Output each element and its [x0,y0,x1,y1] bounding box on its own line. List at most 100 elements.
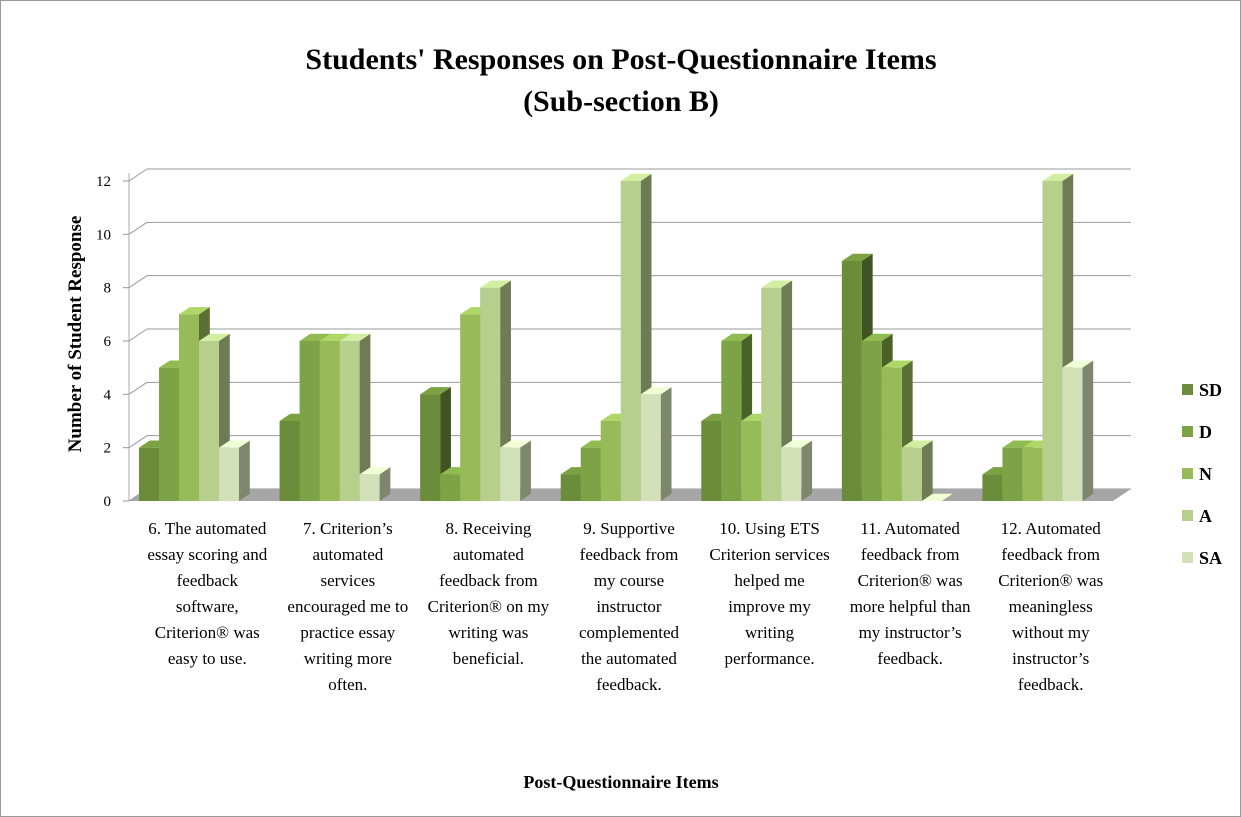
bar [620,181,641,501]
bar [1022,447,1043,501]
legend-label: N [1199,464,1212,484]
bar-side [801,440,813,501]
bar [359,474,380,501]
legend-swatch [1182,426,1193,437]
bar [279,421,300,501]
bar [299,341,320,501]
bar-top [881,360,913,368]
y-tick-label: 12 [96,174,111,190]
bar-top [359,467,391,475]
bar [701,421,722,501]
legend-swatch [1182,552,1193,563]
bar [761,287,782,501]
bar [600,421,621,501]
bar [640,394,661,501]
bar [219,447,239,501]
bar [440,474,461,501]
bar-top [179,307,210,315]
x-tick-label: 9. Supportive feedback from my course in… [578,519,680,694]
chart-subtitle: (Sub-section B) [523,85,719,118]
grid-wall-line [128,435,148,449]
y-tick-label: 8 [104,281,112,297]
y-axis-label: Number of Student Response [65,216,86,453]
x-tick-label: 7. Criterion’s automated services encour… [287,519,409,694]
bar-top [199,333,230,341]
bar [721,341,742,501]
bar-side [379,467,391,501]
legend-swatch [1182,468,1193,479]
bar [781,447,802,501]
bar-top [781,440,813,448]
legend-swatch [1182,384,1193,395]
bar-top [1002,440,1034,448]
bar [339,341,360,501]
bar [580,447,601,501]
bar [159,367,179,501]
bar-top [420,387,451,395]
y-tick-label: 10 [96,227,111,243]
legend-label: SD [1199,380,1222,400]
bar-side [520,440,531,501]
x-axis-label: Post-Questionnaire Items [523,772,718,792]
legend-swatch [1182,510,1193,521]
x-tick-label: 12. Automated feedback from Criterion® w… [998,519,1104,694]
bar-side [1082,360,1094,501]
bar-top [299,333,331,341]
bar-top [640,387,672,395]
bar [861,341,882,501]
bar [901,447,922,501]
grid-wall-line [128,168,148,182]
y-tick-label: 0 [104,494,112,510]
grid-wall-line [128,328,148,342]
bar-top [901,440,933,448]
bar [319,341,340,501]
bar-top [841,253,873,261]
bar [500,447,521,501]
bar [1042,181,1063,501]
bar [881,367,902,501]
bar-top [620,173,652,181]
bar [741,421,762,501]
bar [460,314,481,501]
x-tick-label: 10. Using ETS Criterion services helped … [709,519,830,668]
bar [1062,367,1083,501]
bar [1002,447,1023,501]
bar-top [480,280,511,288]
bar [199,341,219,501]
bar-top [1042,173,1074,181]
bar-side [921,440,933,501]
bar-top [1062,360,1094,368]
bar-top [721,333,753,341]
bar-top [339,333,371,341]
bar [420,394,441,501]
legend-label: SA [1199,548,1222,568]
y-tick-label: 6 [104,334,112,350]
x-tick-label: 11. Automated feedback from Criterion® w… [849,519,971,668]
grid-wall-line [128,221,148,235]
bar [179,314,199,501]
bar-side [239,440,250,501]
x-tick-label: 6. The automated essay scoring and feedb… [147,519,268,668]
bar [139,447,159,501]
bar [841,261,862,501]
legend-label: D [1199,422,1212,442]
bar-top [219,440,250,448]
grid-wall-line [128,275,148,289]
bar-side [660,387,672,501]
bar-top [921,493,953,501]
bar [560,474,581,501]
bar-side [359,333,371,501]
grid-wall-line [128,381,148,395]
bar-top [500,440,531,448]
bar [982,474,1003,501]
chart-title: Students' Responses on Post-Questionnair… [305,43,936,76]
bar-top [319,333,351,341]
bar-top [761,280,793,288]
y-tick-label: 4 [104,387,112,403]
y-tick-label: 2 [104,441,112,457]
legend-label: A [1199,506,1212,526]
x-tick-label: 8. Receiving automated feedback from Cri… [427,519,550,668]
bar [480,287,501,501]
